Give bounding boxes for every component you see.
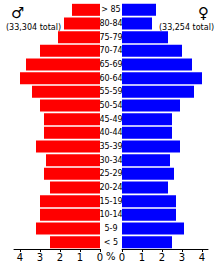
svg-text:0: 0 — [119, 252, 125, 263]
svg-text:40-44: 40-44 — [99, 128, 122, 137]
svg-text:> 85: > 85 — [101, 5, 120, 14]
svg-text:30-34: 30-34 — [99, 156, 122, 165]
svg-text:65-69: 65-69 — [99, 60, 122, 69]
svg-text:3: 3 — [37, 252, 43, 263]
svg-text:4: 4 — [199, 252, 205, 263]
svg-text:< 5: < 5 — [104, 238, 118, 247]
svg-text:55-59: 55-59 — [99, 87, 122, 96]
svg-text:3: 3 — [179, 252, 185, 263]
svg-text:(33,254 total): (33,254 total) — [159, 23, 214, 32]
svg-text:25-29: 25-29 — [99, 169, 122, 178]
svg-text:1: 1 — [139, 252, 145, 263]
svg-text:80-84: 80-84 — [99, 19, 122, 28]
svg-text:♂: ♂ — [11, 4, 24, 22]
svg-text:45-49: 45-49 — [99, 115, 122, 124]
svg-text:75-79: 75-79 — [99, 33, 122, 42]
svg-text:4: 4 — [17, 252, 23, 263]
svg-text:20-24: 20-24 — [99, 183, 122, 192]
svg-text:0: 0 — [97, 252, 103, 263]
svg-text:15-19: 15-19 — [99, 197, 122, 206]
svg-text:10-14: 10-14 — [99, 210, 122, 219]
svg-text:%: % — [106, 251, 116, 262]
svg-text:2: 2 — [57, 252, 63, 263]
svg-text:35-39: 35-39 — [99, 142, 122, 151]
svg-text:♀: ♀ — [198, 4, 209, 22]
svg-text:60-64: 60-64 — [99, 74, 122, 83]
svg-text:50-54: 50-54 — [99, 101, 122, 110]
svg-text:70-74: 70-74 — [99, 46, 122, 55]
svg-text:1: 1 — [77, 252, 83, 263]
svg-text:5-9: 5-9 — [104, 224, 117, 233]
svg-text:(33,304 total): (33,304 total) — [6, 23, 61, 32]
svg-text:2: 2 — [159, 252, 165, 263]
